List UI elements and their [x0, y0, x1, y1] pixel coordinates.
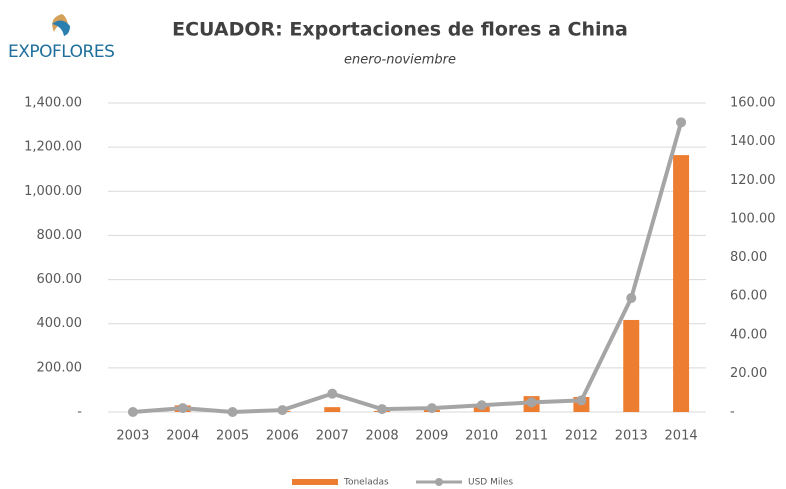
x-tick-label: 2006	[266, 429, 299, 444]
y-tick-label: 200.00	[37, 360, 83, 375]
line-marker	[377, 404, 388, 415]
line-marker	[476, 400, 487, 411]
line-marker	[626, 293, 637, 304]
x-tick-label: 2014	[665, 429, 698, 444]
line-marker	[676, 117, 687, 128]
y2-tick-label: 100.00	[730, 211, 776, 226]
x-tick-label: 2004	[166, 429, 199, 444]
x-tick-label: 2010	[465, 429, 498, 444]
x-tick-label: 2013	[615, 429, 648, 444]
y2-tick-label: 80.00	[730, 250, 767, 265]
x-tick-label: 2005	[216, 429, 249, 444]
x-tick-label: 2011	[515, 429, 548, 444]
line-marker	[127, 407, 138, 417]
y2-tick-label: 20.00	[730, 366, 767, 381]
line-marker	[227, 407, 238, 417]
x-tick-label: 2008	[366, 429, 399, 444]
line-marker	[277, 405, 288, 416]
y-tick-label: 800.00	[37, 228, 83, 243]
y-tick-label: 400.00	[37, 316, 83, 331]
line	[132, 121, 684, 414]
x-tick-label: 2003	[116, 429, 149, 444]
line-marker	[576, 395, 587, 406]
logo-icon	[52, 14, 70, 36]
legend-label: Toneladas	[343, 478, 389, 488]
y2-tick-label: 120.00	[730, 173, 776, 188]
x-tick-label: 2012	[565, 429, 598, 444]
x-tick-label: 2007	[316, 429, 349, 444]
bar	[324, 407, 341, 412]
y2-tick-label: 60.00	[730, 289, 767, 304]
y2-tick-label: -	[730, 405, 735, 420]
chart-title: ECUADOR: Exportaciones de flores a China	[172, 19, 628, 41]
y-tick-label: 600.00	[37, 272, 83, 287]
y-tick-label: 1,200.00	[24, 140, 82, 155]
y-tick-label: -	[77, 405, 82, 420]
line-marker	[526, 397, 537, 408]
y2-tick-label: 140.00	[730, 134, 776, 149]
chart-subtitle: enero-noviembre	[344, 53, 456, 68]
x-tick-label: 2009	[415, 429, 448, 444]
y2-tick-label: 160.00	[730, 96, 776, 111]
legend-swatch	[435, 478, 443, 486]
line-marker	[426, 403, 437, 414]
y-tick-label: 1,400.00	[24, 96, 82, 111]
bar	[673, 155, 690, 413]
bar	[623, 319, 640, 412]
legend-label: USD Miles	[468, 478, 513, 488]
line-marker	[327, 388, 338, 399]
logo-text: EXPOFLORES	[8, 42, 114, 62]
y2-tick-label: 40.00	[730, 327, 767, 342]
line-marker	[177, 403, 188, 414]
legend-swatch	[292, 479, 338, 485]
y-tick-label: 1,000.00	[24, 184, 82, 199]
